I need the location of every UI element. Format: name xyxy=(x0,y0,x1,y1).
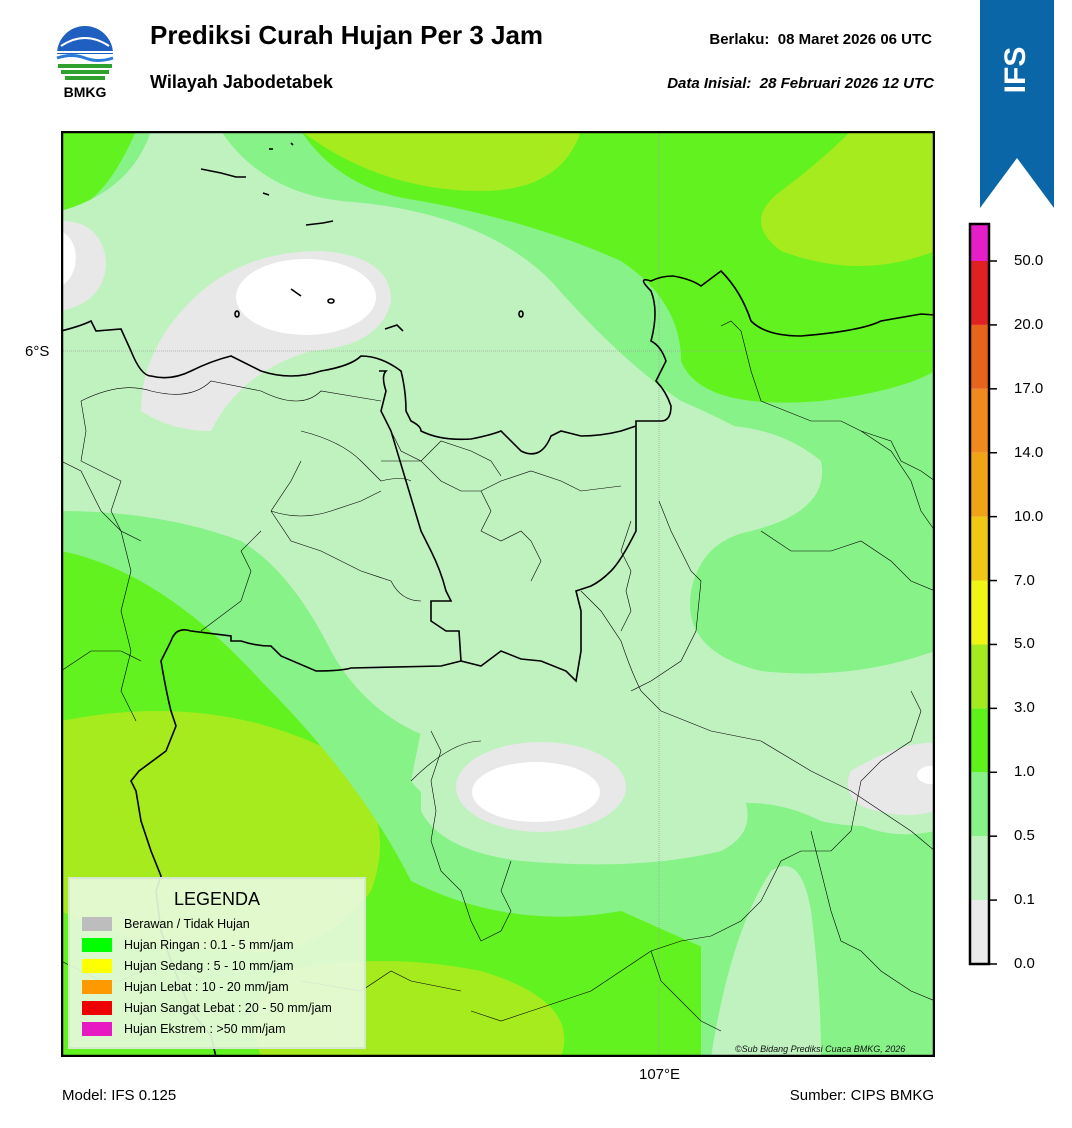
legend-swatch xyxy=(82,1022,112,1036)
model-info: Model: IFS 0.125 xyxy=(62,1087,177,1104)
init-label: Data Inisial: xyxy=(667,75,752,92)
no-rain-zone xyxy=(847,742,935,815)
colorbar-segment xyxy=(970,708,989,773)
legend-label: Berawan / Tidak Hujan xyxy=(124,917,250,931)
rain-level-0.1-0.5 xyxy=(711,866,821,1057)
legend-swatch xyxy=(82,980,112,994)
latitude-label: 6°S xyxy=(25,343,50,360)
colorbar-ticks xyxy=(989,260,997,965)
colorbar-segment xyxy=(970,224,989,261)
ifs-banner: IFS xyxy=(980,0,1054,208)
legend-item: Berawan / Tidak Hujan xyxy=(82,916,250,932)
no-rain-core xyxy=(61,231,76,286)
valid-value: 08 Maret 2026 06 UTC xyxy=(777,31,932,48)
no-rain-core xyxy=(917,766,935,784)
legend-item: Hujan Sangat Lebat : 20 - 50 mm/jam xyxy=(82,1000,332,1016)
province-boundary xyxy=(130,628,462,1057)
colorbar-segment xyxy=(970,516,989,581)
legend-label: Hujan Ringan : 0.1 - 5 mm/jam xyxy=(124,938,294,952)
banner-text: IFS xyxy=(999,47,1032,94)
longitude-label: 107°E xyxy=(639,1066,681,1083)
legend-box: LEGENDA Berawan / Tidak Hujan Hujan Ring… xyxy=(68,877,366,1049)
coastline xyxy=(61,269,935,455)
valid-label: Berlaku: xyxy=(709,31,770,48)
legend-swatch xyxy=(82,917,112,931)
colorbar-segment xyxy=(970,324,989,389)
district-boundaries xyxy=(61,320,935,1032)
colorbar-tick-label: 7.0 xyxy=(1014,571,1035,589)
legend-swatch xyxy=(82,1001,112,1015)
legend-label: Hujan Sangat Lebat : 20 - 50 mm/jam xyxy=(124,1001,332,1015)
colorbar-tick-label: 0.1 xyxy=(1014,891,1035,909)
colorbar-segment xyxy=(970,772,989,837)
colorbar-border xyxy=(968,222,991,966)
colorbar-tick-label: 20.0 xyxy=(1014,315,1044,333)
legend-item: Hujan Ringan : 0.1 - 5 mm/jam xyxy=(82,937,294,953)
init-value: 28 Februari 2026 12 UTC xyxy=(759,75,934,92)
bmkg-logo-icon xyxy=(56,26,114,80)
colorbar-segment xyxy=(970,452,989,517)
colorbar-segment xyxy=(970,900,989,964)
colorbar-tick-label: 10.0 xyxy=(1014,507,1044,525)
rain-level-0.1-0.5 xyxy=(411,425,935,838)
colorbar-tick-label: 1.0 xyxy=(1014,763,1035,781)
logo-text: BMKG xyxy=(63,84,107,100)
legend-item: Hujan Sedang : 5 - 10 mm/jam xyxy=(82,958,294,974)
colorbar-segment xyxy=(970,261,989,325)
valid-time: Berlaku: 08 Maret 2026 06 UTC xyxy=(709,31,932,48)
legend-item: Hujan Lebat : 10 - 20 mm/jam xyxy=(82,979,289,995)
page-title: Prediksi Curah Hujan Per 3 Jam xyxy=(150,20,544,50)
colorbar-segments xyxy=(970,224,989,964)
map-border xyxy=(61,131,935,1057)
colorbar-segment xyxy=(970,580,989,645)
legend-swatch xyxy=(82,959,112,973)
colorbar-tick-label: 5.0 xyxy=(1014,635,1035,653)
legend-label: Hujan Lebat : 10 - 20 mm/jam xyxy=(124,980,289,994)
source-info: Sumber: CIPS BMKG xyxy=(789,1087,934,1104)
colorbar xyxy=(968,222,997,966)
no-rain-core xyxy=(236,259,376,335)
colorbar-segment xyxy=(970,644,989,709)
copyright-text: ©Sub Bidang Prediksi Cuaca BMKG, 2026 xyxy=(735,1044,906,1054)
colorbar-segment xyxy=(970,836,989,901)
colorbar-tick-label: 50.0 xyxy=(1014,252,1044,269)
init-time: Data Inisial: 28 Februari 2026 12 UTC xyxy=(667,75,934,92)
thousand-islands xyxy=(200,142,524,332)
legend-title: LEGENDA xyxy=(173,889,261,909)
colorbar-tick-label: 0.5 xyxy=(1014,827,1035,845)
colorbar-tick-label: 0.0 xyxy=(1014,955,1035,972)
colorbar-tick-label: 14.0 xyxy=(1014,443,1044,461)
colorbar-segment xyxy=(970,388,989,453)
region-subtitle: Wilayah Jabodetabek xyxy=(150,72,333,92)
legend-label: Hujan Ekstrem : >50 mm/jam xyxy=(124,1022,286,1036)
legend-item: Hujan Ekstrem : >50 mm/jam xyxy=(82,1021,286,1037)
rain-level-3-5-patch xyxy=(301,131,581,191)
colorbar-tick-label: 17.0 xyxy=(1014,379,1044,397)
colorbar-tick-label: 3.0 xyxy=(1014,699,1035,717)
legend-label: Hujan Sedang : 5 - 10 mm/jam xyxy=(124,959,294,973)
legend-swatch xyxy=(82,938,112,952)
rain-level-3-5-patch xyxy=(761,131,935,266)
no-rain-core xyxy=(472,762,600,822)
